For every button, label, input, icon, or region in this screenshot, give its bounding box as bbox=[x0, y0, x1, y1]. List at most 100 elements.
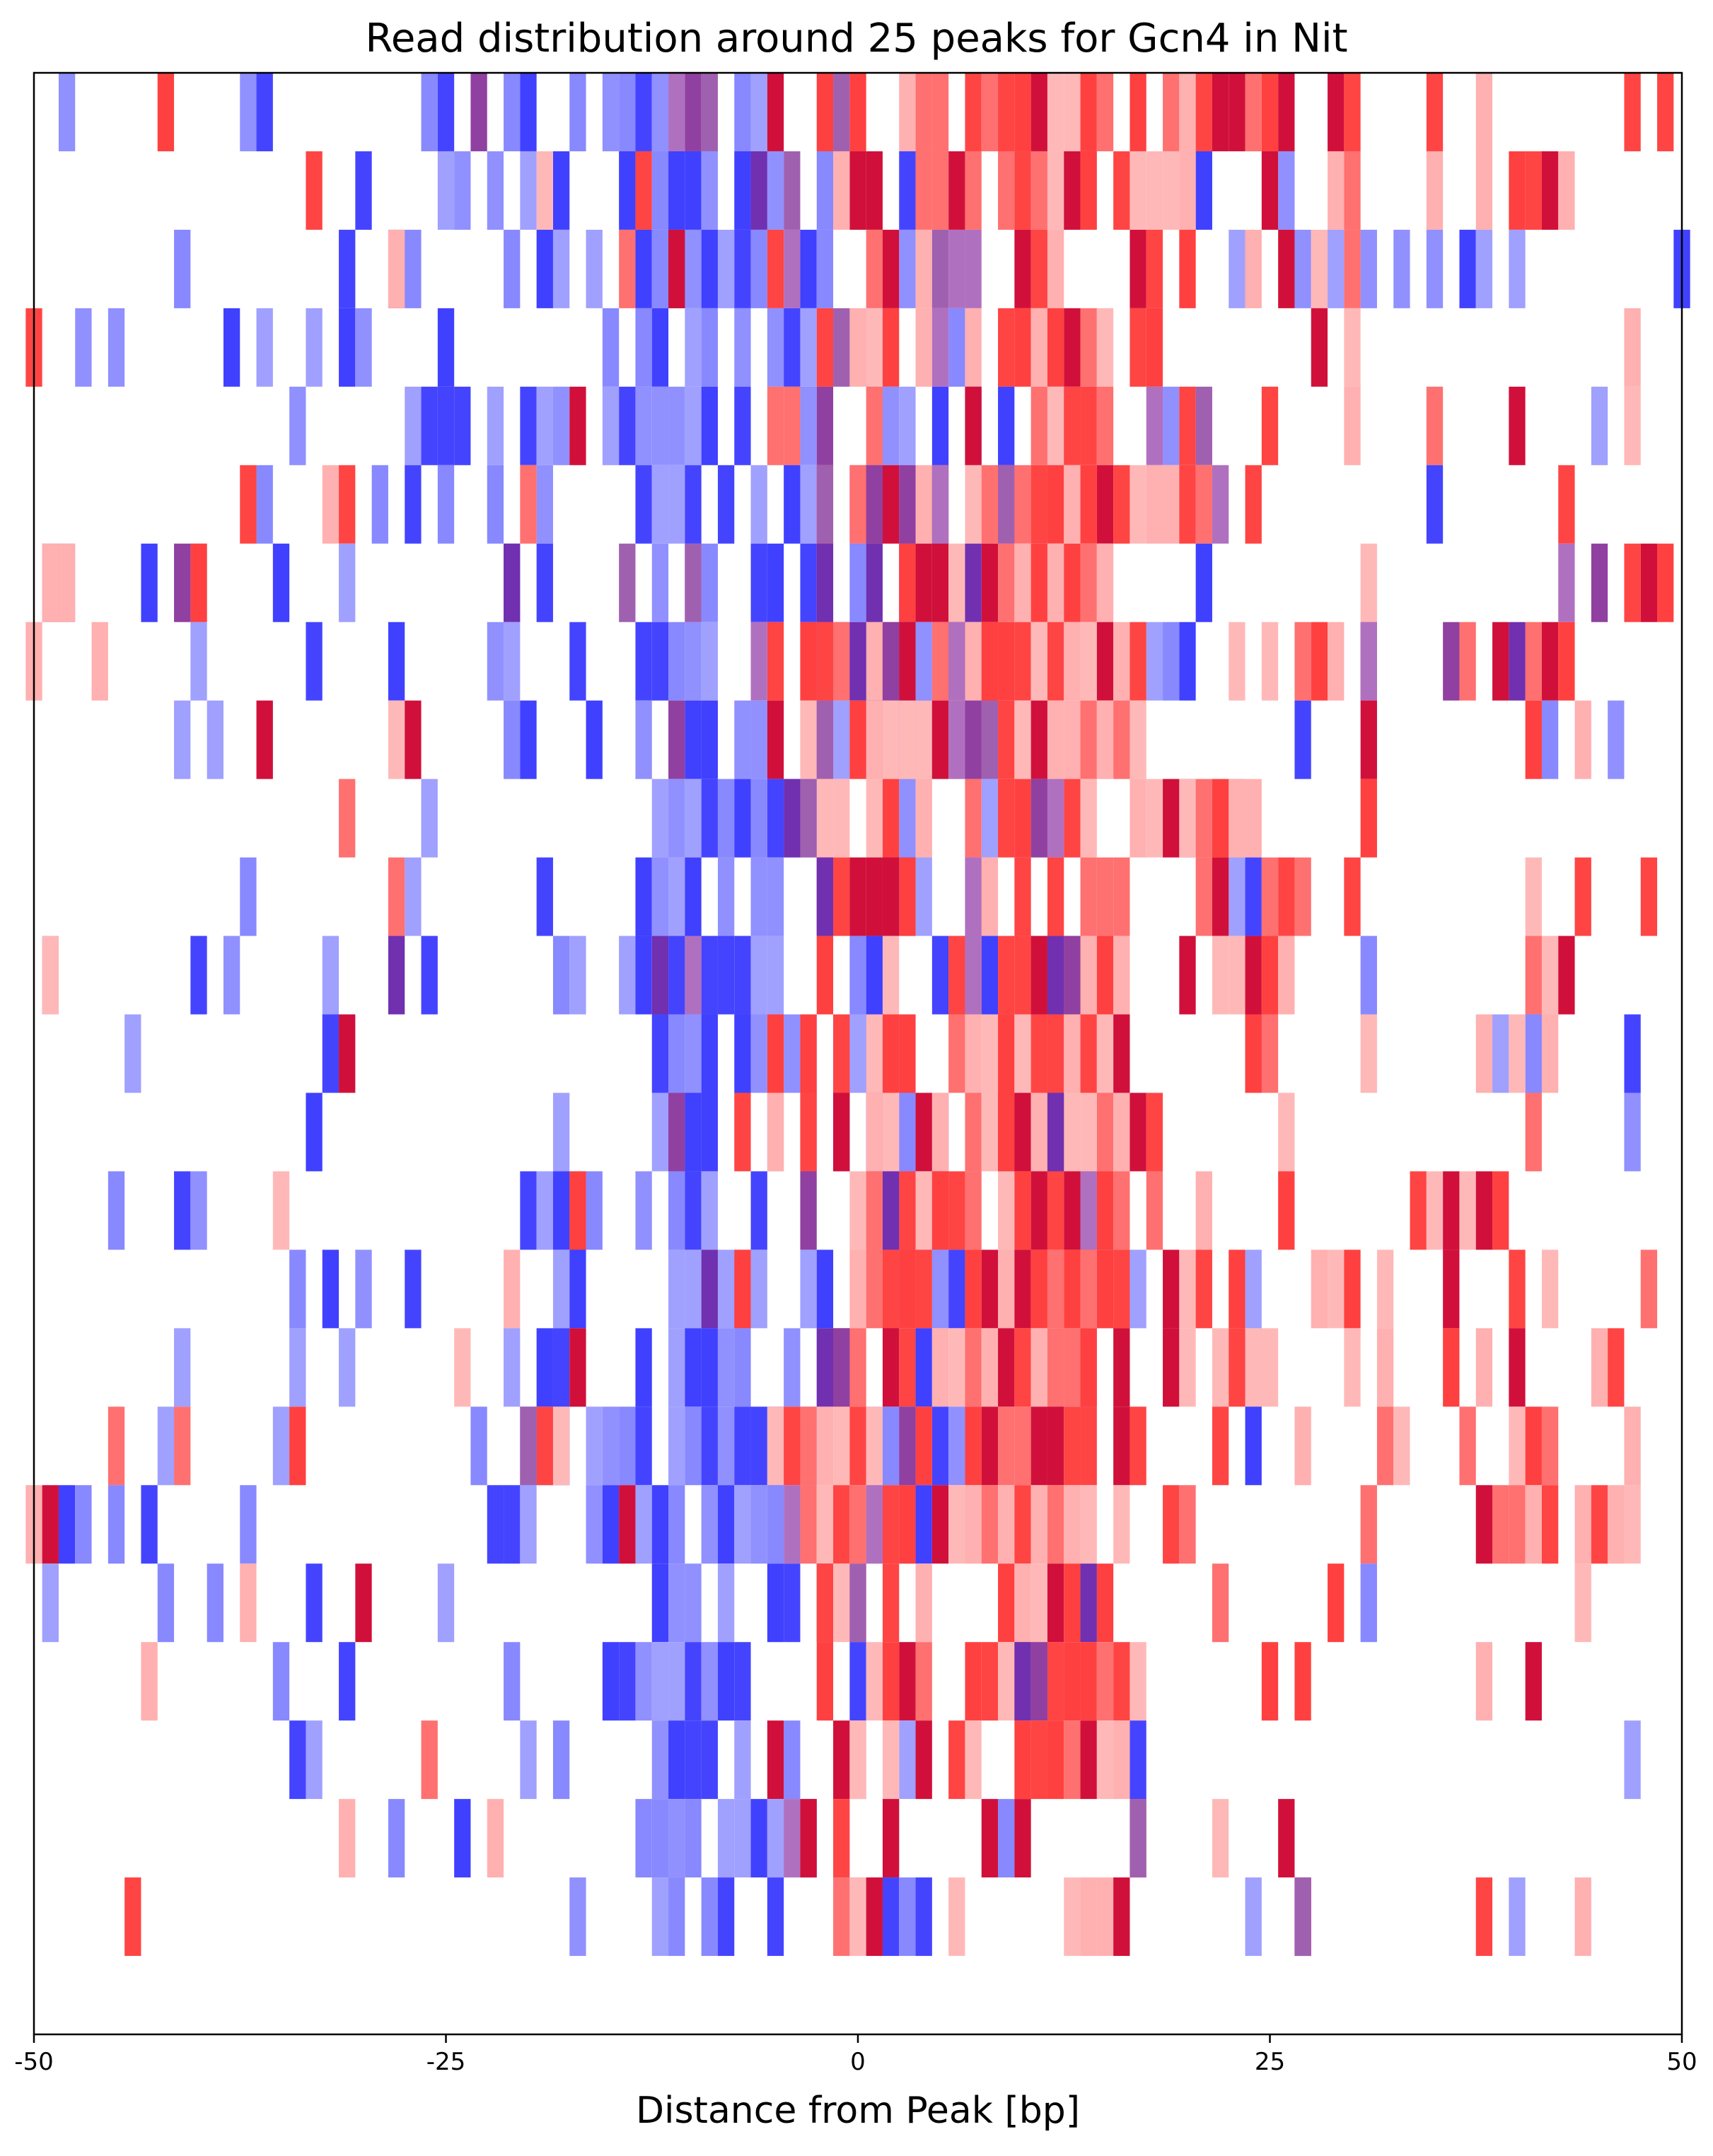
heatmap-cell bbox=[685, 229, 702, 308]
heatmap-cell bbox=[849, 622, 866, 701]
heatmap-cell bbox=[899, 1877, 916, 1957]
heatmap-cell bbox=[487, 622, 504, 701]
heatmap-cell bbox=[734, 1406, 751, 1486]
heatmap-cell bbox=[833, 1092, 850, 1172]
heatmap-cell bbox=[1376, 1328, 1394, 1407]
heatmap-cell bbox=[1047, 1642, 1064, 1721]
heatmap-cell bbox=[668, 73, 685, 151]
heatmap-cell bbox=[931, 465, 949, 544]
heatmap-cell bbox=[1509, 386, 1526, 465]
heatmap-cell bbox=[981, 1799, 999, 1878]
heatmap-cell bbox=[668, 857, 685, 936]
heatmap-cell bbox=[965, 1720, 982, 1800]
heatmap-cell bbox=[520, 1720, 537, 1800]
heatmap-cell bbox=[1328, 1249, 1345, 1329]
heatmap-cell bbox=[767, 229, 784, 308]
heatmap-cell bbox=[668, 229, 685, 308]
heatmap-cell bbox=[750, 1249, 767, 1329]
heatmap-cell bbox=[767, 73, 784, 151]
heatmap-cell bbox=[1113, 1406, 1130, 1486]
heatmap-cell bbox=[931, 308, 949, 387]
heatmap-cell bbox=[1492, 1171, 1509, 1250]
heatmap-cell bbox=[1030, 229, 1047, 308]
heatmap-cell bbox=[965, 1328, 982, 1407]
heatmap-cell bbox=[1080, 465, 1097, 544]
heatmap-cell bbox=[1509, 1485, 1526, 1564]
heatmap-cell bbox=[1509, 1014, 1526, 1093]
heatmap-cell bbox=[504, 1328, 521, 1407]
heatmap-cell bbox=[1163, 73, 1180, 151]
heatmap-cell bbox=[701, 779, 718, 858]
heatmap-cell bbox=[915, 1642, 932, 1721]
heatmap-cell bbox=[701, 622, 718, 701]
heatmap-cell bbox=[1245, 857, 1262, 936]
heatmap-cell bbox=[800, 779, 817, 858]
heatmap-cell bbox=[1014, 936, 1031, 1015]
heatmap-cell bbox=[470, 73, 487, 151]
heatmap-cell bbox=[1096, 308, 1114, 387]
heatmap-cell bbox=[207, 1563, 223, 1643]
heatmap-cell bbox=[1113, 936, 1130, 1015]
heatmap-cell bbox=[784, 1328, 801, 1407]
heatmap-cell bbox=[734, 700, 751, 779]
heatmap-cell bbox=[998, 936, 1015, 1015]
heatmap-cell bbox=[1475, 1485, 1493, 1564]
heatmap-cell bbox=[1030, 779, 1047, 858]
heatmap-cell bbox=[915, 1563, 932, 1643]
heatmap-cell bbox=[931, 386, 949, 465]
heatmap-cell bbox=[454, 386, 471, 465]
heatmap-cell bbox=[1064, 1563, 1081, 1643]
heatmap-cell bbox=[915, 308, 932, 387]
heatmap-cell bbox=[784, 779, 801, 858]
heatmap-cell bbox=[586, 1485, 603, 1564]
heatmap-cell bbox=[1096, 1171, 1114, 1250]
heatmap-cell bbox=[915, 1877, 932, 1957]
heatmap-cell bbox=[1113, 1642, 1130, 1721]
heatmap-cell bbox=[998, 1014, 1015, 1093]
heatmap-cell bbox=[1080, 1171, 1097, 1250]
heatmap-cell bbox=[833, 1563, 850, 1643]
heatmap-cell bbox=[965, 1092, 982, 1172]
heatmap-cell bbox=[1030, 1014, 1047, 1093]
heatmap-cell bbox=[1624, 73, 1641, 151]
heatmap-cell bbox=[1278, 229, 1295, 308]
heatmap-cell bbox=[668, 1249, 685, 1329]
heatmap-cell bbox=[339, 1642, 356, 1721]
heatmap-cell bbox=[1030, 622, 1047, 701]
heatmap-cell bbox=[800, 1249, 817, 1329]
heatmap-cell bbox=[635, 1328, 652, 1407]
heatmap-cell bbox=[651, 386, 669, 465]
heatmap-cell bbox=[849, 1485, 866, 1564]
heatmap-cell bbox=[1245, 779, 1262, 858]
heatmap-cell bbox=[552, 151, 570, 230]
heatmap-cell bbox=[1245, 1249, 1262, 1329]
heatmap-cell bbox=[504, 1642, 521, 1721]
heatmap-cell bbox=[1096, 1642, 1114, 1721]
heatmap-cell bbox=[800, 1014, 817, 1093]
heatmap-cell bbox=[948, 543, 965, 622]
heatmap-cell bbox=[882, 857, 900, 936]
heatmap-cell bbox=[1574, 1563, 1591, 1643]
heatmap-cell bbox=[965, 1642, 982, 1721]
heatmap-cell bbox=[1245, 73, 1262, 151]
heatmap-cell bbox=[1475, 1171, 1493, 1250]
heatmap-cell bbox=[668, 1642, 685, 1721]
heatmap-cell bbox=[833, 1485, 850, 1564]
heatmap-cell bbox=[1080, 1406, 1097, 1486]
heatmap-cell bbox=[635, 1171, 652, 1250]
heatmap-cell bbox=[1426, 386, 1444, 465]
heatmap-cell bbox=[1146, 465, 1163, 544]
heatmap-cell bbox=[931, 1328, 949, 1407]
heatmap-cell bbox=[1080, 1014, 1097, 1093]
heatmap-cell bbox=[668, 1171, 685, 1250]
heatmap-cell bbox=[552, 1249, 570, 1329]
heatmap-cell bbox=[833, 1014, 850, 1093]
heatmap-cell bbox=[701, 1877, 718, 1957]
heatmap-cell bbox=[536, 465, 553, 544]
heatmap-cell bbox=[981, 700, 999, 779]
heatmap-cell bbox=[1624, 1014, 1641, 1093]
heatmap-cell bbox=[504, 700, 521, 779]
heatmap-cell bbox=[1047, 1485, 1064, 1564]
heatmap-cell bbox=[948, 1249, 965, 1329]
